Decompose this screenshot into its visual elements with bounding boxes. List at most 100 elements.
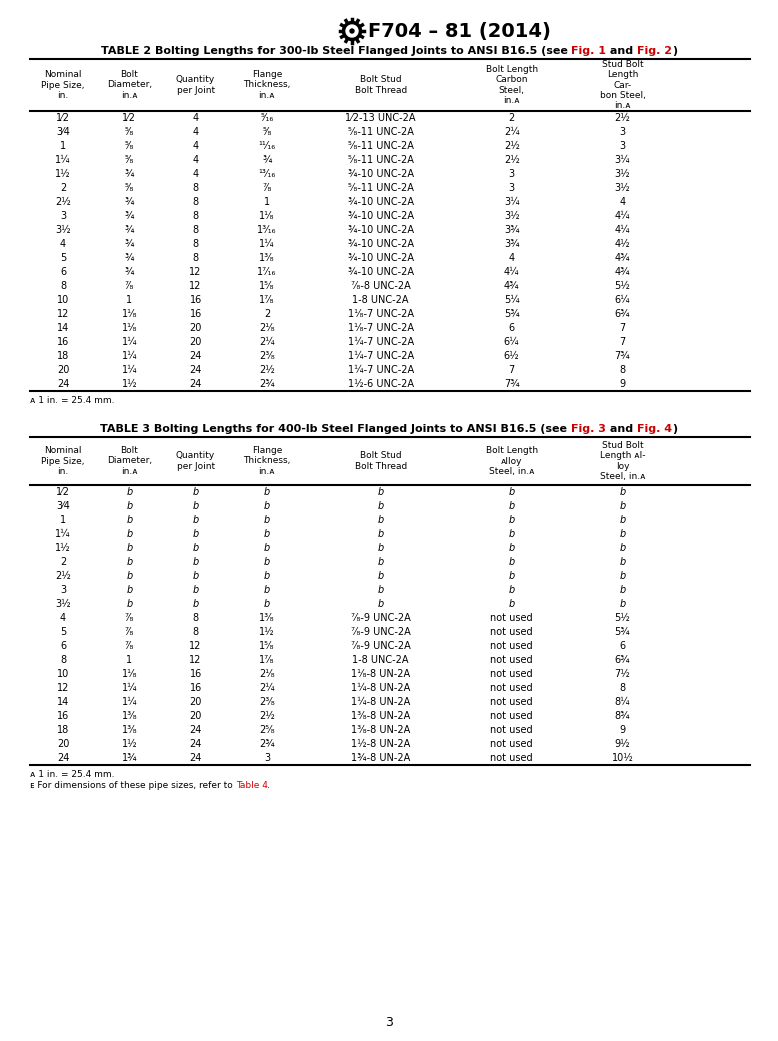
Circle shape: [350, 29, 354, 33]
Text: ¾: ¾: [124, 239, 134, 249]
Text: 20: 20: [189, 697, 202, 707]
Text: ᴀ 1 in. = 25.4 mm.: ᴀ 1 in. = 25.4 mm.: [30, 396, 114, 405]
Text: 1³⁄₈-8 UN-2A: 1³⁄₈-8 UN-2A: [351, 725, 410, 735]
Text: Fig. 3: Fig. 3: [571, 424, 606, 434]
Text: b: b: [509, 572, 515, 581]
Text: 1¼: 1¼: [55, 155, 71, 166]
Text: b: b: [192, 585, 198, 595]
Text: Flange
Thickness,
in.ᴀ: Flange Thickness, in.ᴀ: [244, 70, 290, 100]
Text: Quantity
per Joint: Quantity per Joint: [176, 75, 216, 95]
Text: 3¼: 3¼: [615, 155, 630, 166]
Text: 2: 2: [509, 113, 515, 123]
Text: 16: 16: [57, 337, 69, 347]
Text: ¾: ¾: [124, 211, 134, 221]
Text: 20: 20: [189, 711, 202, 721]
Text: ⁷⁄₈: ⁷⁄₈: [262, 183, 272, 193]
Text: 8¾: 8¾: [615, 711, 630, 721]
Text: ⁵⁄₈: ⁵⁄₈: [124, 141, 134, 151]
Text: b: b: [509, 501, 515, 511]
Text: 4: 4: [192, 141, 198, 151]
Text: Bolt Length
Carbon
Steel,
in.ᴀ: Bolt Length Carbon Steel, in.ᴀ: [485, 65, 538, 105]
Text: 4: 4: [60, 239, 66, 249]
Text: TABLE 2 Bolting Lengths for 300-lb Steel Flanged Joints to ANSI B16.5 (see: TABLE 2 Bolting Lengths for 300-lb Steel…: [100, 46, 571, 56]
Text: b: b: [619, 557, 626, 567]
Text: b: b: [619, 572, 626, 581]
Text: ): ): [672, 424, 678, 434]
Circle shape: [342, 22, 362, 41]
Text: 1³⁄₈: 1³⁄₈: [121, 725, 137, 735]
Text: 4: 4: [192, 155, 198, 166]
Text: b: b: [126, 599, 132, 609]
Text: 2³⁄₈: 2³⁄₈: [259, 697, 275, 707]
Text: Quantity
per Joint: Quantity per Joint: [176, 452, 216, 471]
Text: 1¹⁄₈-8 UN-2A: 1¹⁄₈-8 UN-2A: [351, 669, 410, 679]
Text: 12: 12: [57, 683, 69, 693]
Text: Bolt Length
ᴀlloy
Steel, in.ᴀ: Bolt Length ᴀlloy Steel, in.ᴀ: [485, 447, 538, 476]
Text: 2½: 2½: [615, 113, 630, 123]
Text: 1¼: 1¼: [55, 529, 71, 539]
Text: 1½-8 UN-2A: 1½-8 UN-2A: [351, 739, 410, 750]
Text: 2½: 2½: [259, 365, 275, 375]
Text: ⁵⁄₈: ⁵⁄₈: [124, 127, 134, 137]
Text: ¾-10 UNC-2A: ¾-10 UNC-2A: [348, 197, 414, 207]
Text: b: b: [126, 543, 132, 553]
Text: not used: not used: [490, 641, 533, 651]
Text: ⁵⁄₈-11 UNC-2A: ⁵⁄₈-11 UNC-2A: [348, 141, 414, 151]
Text: 4: 4: [192, 127, 198, 137]
Text: b: b: [126, 529, 132, 539]
Text: 1⁄2: 1⁄2: [56, 113, 70, 123]
Text: 2½: 2½: [504, 155, 520, 166]
Text: 2¹⁄₈: 2¹⁄₈: [259, 323, 275, 333]
Text: ¾-10 UNC-2A: ¾-10 UNC-2A: [348, 211, 414, 221]
Text: 12: 12: [189, 266, 202, 277]
Text: 4: 4: [619, 197, 626, 207]
Text: 2½: 2½: [55, 572, 71, 581]
Text: b: b: [619, 585, 626, 595]
Text: 1¹⁄₈: 1¹⁄₈: [121, 669, 137, 679]
Text: TABLE 3 Bolting Lengths for 400-lb Steel Flanged Joints to ANSI B16.5 (see: TABLE 3 Bolting Lengths for 400-lb Steel…: [100, 424, 571, 434]
Text: 24: 24: [189, 365, 202, 375]
Text: 20: 20: [189, 337, 202, 347]
Text: ⁷⁄₈-9 UNC-2A: ⁷⁄₈-9 UNC-2A: [351, 641, 411, 651]
Text: 8: 8: [192, 239, 198, 249]
Text: ᴀ 1 in. = 25.4 mm.: ᴀ 1 in. = 25.4 mm.: [30, 770, 114, 779]
Text: 8: 8: [192, 211, 198, 221]
Text: 5¾: 5¾: [504, 309, 520, 319]
Text: 1: 1: [126, 655, 132, 665]
Text: 3¾: 3¾: [504, 225, 520, 235]
Text: 1½: 1½: [55, 543, 71, 553]
Text: not used: not used: [490, 739, 533, 750]
Text: 8: 8: [619, 683, 626, 693]
Text: 16: 16: [190, 669, 202, 679]
Text: Table 4: Table 4: [236, 781, 268, 790]
Text: b: b: [192, 543, 198, 553]
Text: 3⁄4: 3⁄4: [56, 127, 70, 137]
Text: Fig. 2: Fig. 2: [637, 46, 672, 56]
Text: 7: 7: [619, 337, 626, 347]
Text: 2½: 2½: [55, 197, 71, 207]
Text: 5½: 5½: [615, 281, 630, 291]
Text: Stud Bolt
Length ᴀl-
loy
Steel, in.ᴀ: Stud Bolt Length ᴀl- loy Steel, in.ᴀ: [600, 441, 645, 481]
Text: b: b: [377, 572, 384, 581]
Text: b: b: [509, 599, 515, 609]
Text: 6¾: 6¾: [615, 309, 630, 319]
Text: b: b: [264, 487, 270, 497]
Text: 1¼: 1¼: [259, 239, 275, 249]
Text: b: b: [619, 543, 626, 553]
Text: 1¼-7 UNC-2A: 1¼-7 UNC-2A: [348, 351, 414, 361]
Text: 1¹⁄₈: 1¹⁄₈: [121, 309, 137, 319]
Text: 3: 3: [619, 127, 626, 137]
Text: 1⁄2: 1⁄2: [56, 487, 70, 497]
Text: ⁷⁄₈: ⁷⁄₈: [124, 281, 134, 291]
Text: b: b: [192, 501, 198, 511]
Text: 1⁷⁄₈: 1⁷⁄₈: [259, 295, 275, 305]
Text: F704 – 81 (2014): F704 – 81 (2014): [368, 22, 551, 41]
Text: 12: 12: [189, 641, 202, 651]
Text: 1: 1: [60, 515, 66, 525]
Text: 1¾: 1¾: [121, 753, 137, 763]
Text: 16: 16: [190, 309, 202, 319]
Text: b: b: [509, 487, 515, 497]
Text: ⁵⁄₈-11 UNC-2A: ⁵⁄₈-11 UNC-2A: [348, 183, 414, 193]
Text: 3¼: 3¼: [504, 197, 520, 207]
Text: 4: 4: [509, 253, 515, 263]
